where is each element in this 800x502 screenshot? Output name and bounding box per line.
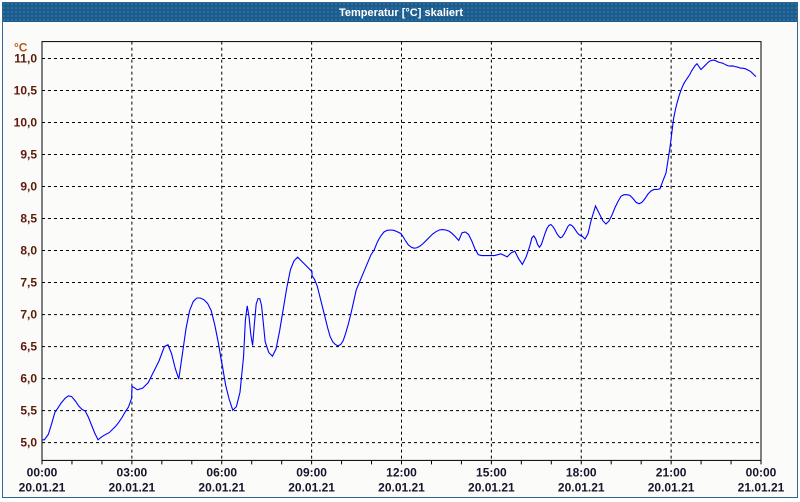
svg-text:20.01.21: 20.01.21 [198,480,245,494]
svg-text:20.01.21: 20.01.21 [288,480,335,494]
svg-text:03:00: 03:00 [117,465,148,479]
svg-text:10,0: 10,0 [14,116,38,130]
svg-text:8,0: 8,0 [20,244,37,258]
svg-text:5,5: 5,5 [20,404,37,418]
svg-text:20.01.21: 20.01.21 [19,480,66,494]
svg-text:20.01.21: 20.01.21 [378,480,425,494]
svg-text:7,0: 7,0 [20,308,37,322]
svg-text:21:00: 21:00 [656,465,687,479]
svg-text:09:00: 09:00 [296,465,327,479]
svg-text:6,0: 6,0 [20,372,37,386]
svg-text:6,5: 6,5 [20,340,37,354]
svg-text:15:00: 15:00 [476,465,507,479]
svg-text:°C: °C [14,41,28,55]
svg-text:18:00: 18:00 [566,465,597,479]
svg-text:8,5: 8,5 [20,212,37,226]
svg-text:20.01.21: 20.01.21 [558,480,605,494]
svg-text:5,0: 5,0 [20,436,37,450]
svg-text:12:00: 12:00 [386,465,417,479]
svg-text:20.01.21: 20.01.21 [648,480,695,494]
svg-text:9,0: 9,0 [20,180,37,194]
svg-text:21.01.21: 21.01.21 [738,480,785,494]
svg-text:9,5: 9,5 [20,148,37,162]
svg-text:00:00: 00:00 [27,465,58,479]
svg-text:20.01.21: 20.01.21 [468,480,515,494]
svg-text:10,5: 10,5 [14,84,38,98]
svg-text:06:00: 06:00 [206,465,237,479]
svg-text:7,5: 7,5 [20,276,37,290]
svg-text:20.01.21: 20.01.21 [109,480,156,494]
svg-text:00:00: 00:00 [746,465,777,479]
